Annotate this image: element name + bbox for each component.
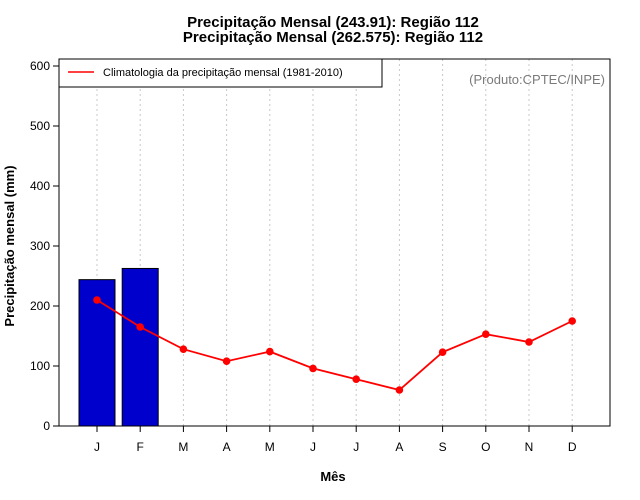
y-tick-label-200: 200 [30,299,50,313]
climatology-line-series [93,296,576,394]
climatology-point-6 [352,375,361,384]
x-tick-label-5: J [310,440,316,454]
x-tick-label-6: J [353,440,359,454]
x-tick-label-2: M [178,440,188,454]
y-tick-label-0: 0 [43,419,50,433]
climatology-point-8 [438,348,447,357]
chart-title-line-2: Precipitação Mensal (262.575): Região 11… [183,29,483,46]
climatology-point-2 [179,345,188,354]
climatology-point-1 [136,323,144,331]
climatology-point-0 [93,296,101,304]
y-axis-title: Precipitação mensal (mm) [2,165,17,326]
climatology-point-7 [395,386,404,394]
legend: Climatologia da precipitação mensal (198… [58,58,383,88]
climatology-point-11 [568,317,576,325]
climatology-point-5 [309,364,317,373]
chart-title: Precipitação Mensal (243.91): Região 112… [183,14,483,46]
x-tick-label-9: O [481,440,490,454]
y-axis: 0 100 200 300 400 500 600 [30,59,59,433]
x-tick-label-8: S [439,440,447,454]
climatology-point-9 [482,330,490,339]
vertical-gridlines [96,59,573,426]
y-tick-label-100: 100 [30,359,50,373]
y-tick-label-300: 300 [30,239,50,253]
x-tick-label-10: N [525,440,534,454]
x-tick-label-3: A [223,440,231,454]
x-tick-label-1: F [137,440,144,454]
legend-box [58,58,383,88]
climatology-point-10 [525,338,533,346]
x-tick-label-7: A [395,440,403,454]
climatology-point-3 [222,357,231,366]
x-axis-title: Mês [320,469,345,484]
chart-title-line-1: Precipitação Mensal (243.91): Região 112 [187,14,479,31]
y-tick-label-400: 400 [30,179,50,193]
y-tick-label-600: 600 [30,59,50,73]
x-tick-label-4: M [265,440,275,454]
climatology-point-4 [266,347,274,356]
climatology-line [96,299,573,391]
y-tick-label-500: 500 [30,119,50,133]
x-tick-label-11: D [568,440,577,454]
product-credit: (Produto:CPTEC/INPE) [469,72,605,87]
legend-label: Climatologia da precipitação mensal (198… [103,67,343,79]
bar-f-1 [121,267,159,427]
precipitation-bars [78,267,159,427]
x-tick-label-0: J [94,440,100,454]
